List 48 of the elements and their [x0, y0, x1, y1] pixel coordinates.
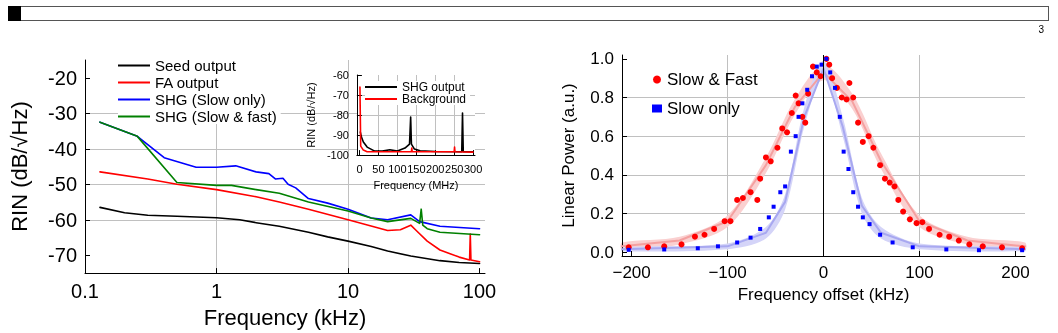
y-tick-label: 0.0: [590, 242, 614, 262]
x-tick-label: 300: [463, 162, 483, 175]
y-tick-label: -50: [48, 173, 77, 196]
x-tick-label: 100: [388, 162, 407, 175]
x-tick-label: 250: [445, 162, 464, 175]
y-tick-label: 1.0: [590, 49, 614, 69]
y-tick-label: -20: [48, 66, 77, 89]
x-tick-label: 200: [1001, 263, 1030, 282]
x-tick-label: 10: [336, 280, 360, 303]
y-axis-title: RIN (dB/√Hz): [6, 101, 32, 232]
x-tick-label: 150: [407, 162, 426, 175]
text: 3: [1038, 24, 1044, 35]
x-tick-label: 100: [905, 263, 934, 282]
legend-label: Slow & Fast: [667, 70, 758, 89]
x-axis-title: Frequency (kHz): [203, 304, 367, 330]
legend-label: SHG output: [402, 80, 466, 94]
x-tick-label: 100: [462, 280, 497, 303]
x-axis-title: Frequency (MHz): [373, 178, 459, 191]
legend-label: FA output: [155, 74, 220, 91]
y-tick-label: 0.6: [590, 126, 614, 146]
x-tick-label: 200: [426, 162, 445, 175]
x-tick-label: 0: [356, 162, 363, 175]
y-tick-label: -80: [333, 109, 349, 122]
y-tick-label: -60: [333, 69, 349, 81]
y-tick-label: -40: [48, 137, 77, 160]
x-tick-label: −100: [708, 263, 747, 282]
y-tick-label: 0.4: [590, 165, 614, 185]
y-tick-label: 0.2: [590, 203, 614, 223]
y-tick-label: -90: [333, 129, 349, 142]
x-tick-label: 0.1: [71, 280, 99, 303]
legend-label: Seed output: [155, 57, 237, 74]
y-tick-label: -60: [48, 208, 77, 231]
y-tick-label: -70: [333, 89, 349, 102]
legend-label: SHG (Slow & fast): [155, 108, 277, 125]
y-tick-label: -70: [48, 244, 77, 267]
legend-label: SHG (Slow only): [155, 91, 266, 108]
y-axis-title: Linear Power (a.u.): [559, 83, 578, 228]
y-tick-label: -30: [48, 102, 77, 125]
x-tick-label: −200: [612, 263, 651, 282]
legend-label: Slow only: [667, 99, 741, 118]
y-tick-label: 0.8: [590, 88, 614, 108]
legend-label: Background: [402, 92, 467, 106]
x-tick-label: 0: [818, 263, 829, 282]
x-tick-label: 1: [210, 280, 223, 303]
y-tick-label: -100: [326, 149, 349, 162]
y-axis-title: RIN (dB/√Hz): [304, 82, 317, 148]
x-axis-title: Frequency offset (kHz): [737, 285, 910, 304]
x-tick-label: 50: [372, 162, 385, 175]
